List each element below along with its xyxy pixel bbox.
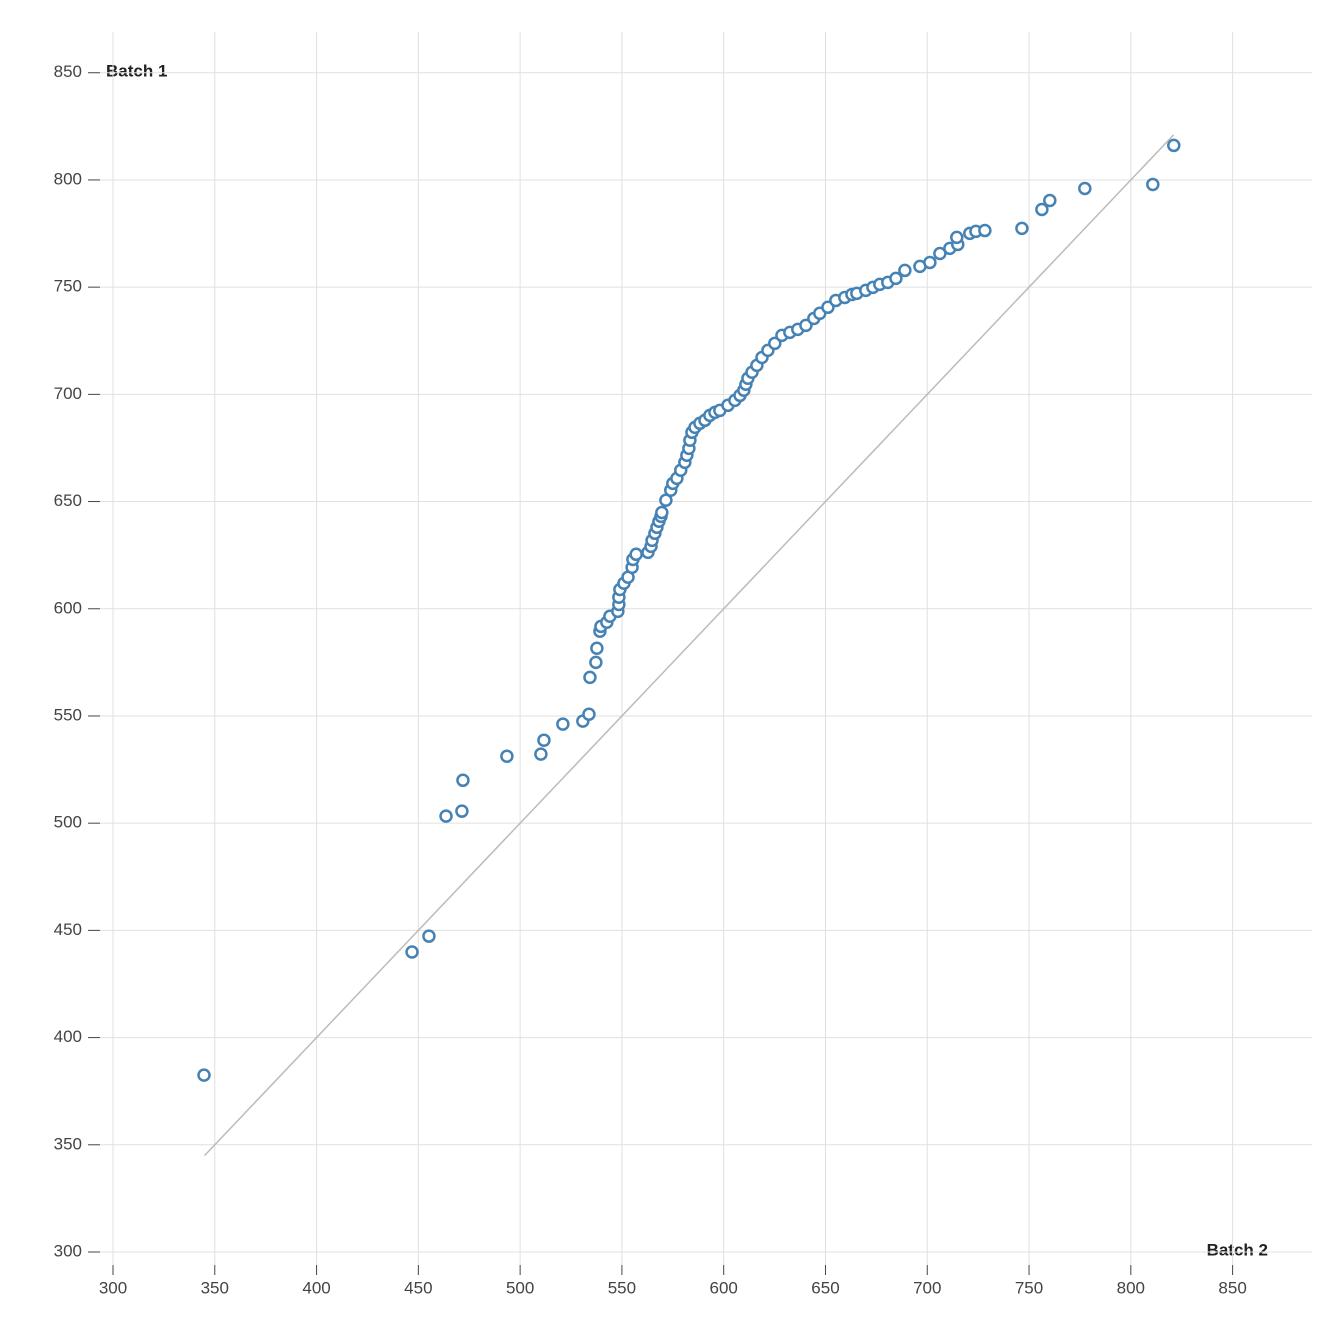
point [655, 505, 669, 520]
point [590, 641, 604, 655]
point [898, 263, 912, 278]
y-tick-label: 300 [54, 1241, 82, 1260]
y-tick-label: 800 [54, 169, 82, 188]
x-tick-label: 400 [302, 1278, 330, 1297]
y-tick-label: 550 [54, 705, 82, 724]
x-tick-label: 450 [404, 1278, 432, 1297]
point [978, 223, 992, 238]
y-axis-label: Batch 1 [106, 61, 167, 80]
x-axis-label: Batch 2 [1207, 1240, 1268, 1259]
point [1078, 181, 1092, 196]
point [1043, 193, 1057, 208]
y-tick-label: 500 [54, 813, 82, 832]
x-tick-label: 300 [99, 1278, 127, 1297]
point [950, 230, 964, 245]
point [1015, 221, 1029, 236]
point [556, 717, 570, 731]
x-tick-label: 550 [608, 1278, 636, 1297]
x-tick-label: 500 [506, 1278, 534, 1297]
y-tick-label: 750 [54, 277, 82, 296]
y-tick-label: 850 [54, 62, 82, 81]
point [589, 655, 603, 670]
point [456, 773, 470, 788]
y-tick-label: 600 [54, 598, 82, 617]
point [455, 804, 469, 818]
point [405, 945, 419, 959]
point [197, 1068, 211, 1082]
point [534, 747, 548, 761]
point [422, 929, 436, 943]
x-tick-label: 700 [913, 1278, 941, 1297]
point [583, 670, 597, 685]
reference-line [204, 134, 1175, 1157]
point [768, 336, 782, 351]
point [1167, 138, 1181, 153]
x-tick-label: 350 [201, 1278, 229, 1297]
point [889, 271, 903, 286]
point [537, 733, 551, 747]
point [923, 255, 937, 270]
y-tick-label: 400 [54, 1027, 82, 1046]
x-tick-label: 800 [1117, 1278, 1145, 1297]
x-tick-label: 650 [811, 1278, 839, 1297]
point [582, 707, 596, 722]
point [933, 246, 947, 261]
y-tick-label: 700 [54, 384, 82, 403]
x-tick-label: 850 [1218, 1278, 1246, 1297]
y-tick-label: 650 [54, 491, 82, 510]
y-tick-label: 450 [54, 920, 82, 939]
point [629, 547, 643, 562]
x-tick-label: 750 [1015, 1278, 1043, 1297]
point [1146, 177, 1160, 192]
y-tick-label: 350 [54, 1134, 82, 1153]
point [500, 749, 514, 764]
point [439, 809, 453, 823]
point [1035, 202, 1049, 217]
x-tick-label: 600 [710, 1278, 738, 1297]
